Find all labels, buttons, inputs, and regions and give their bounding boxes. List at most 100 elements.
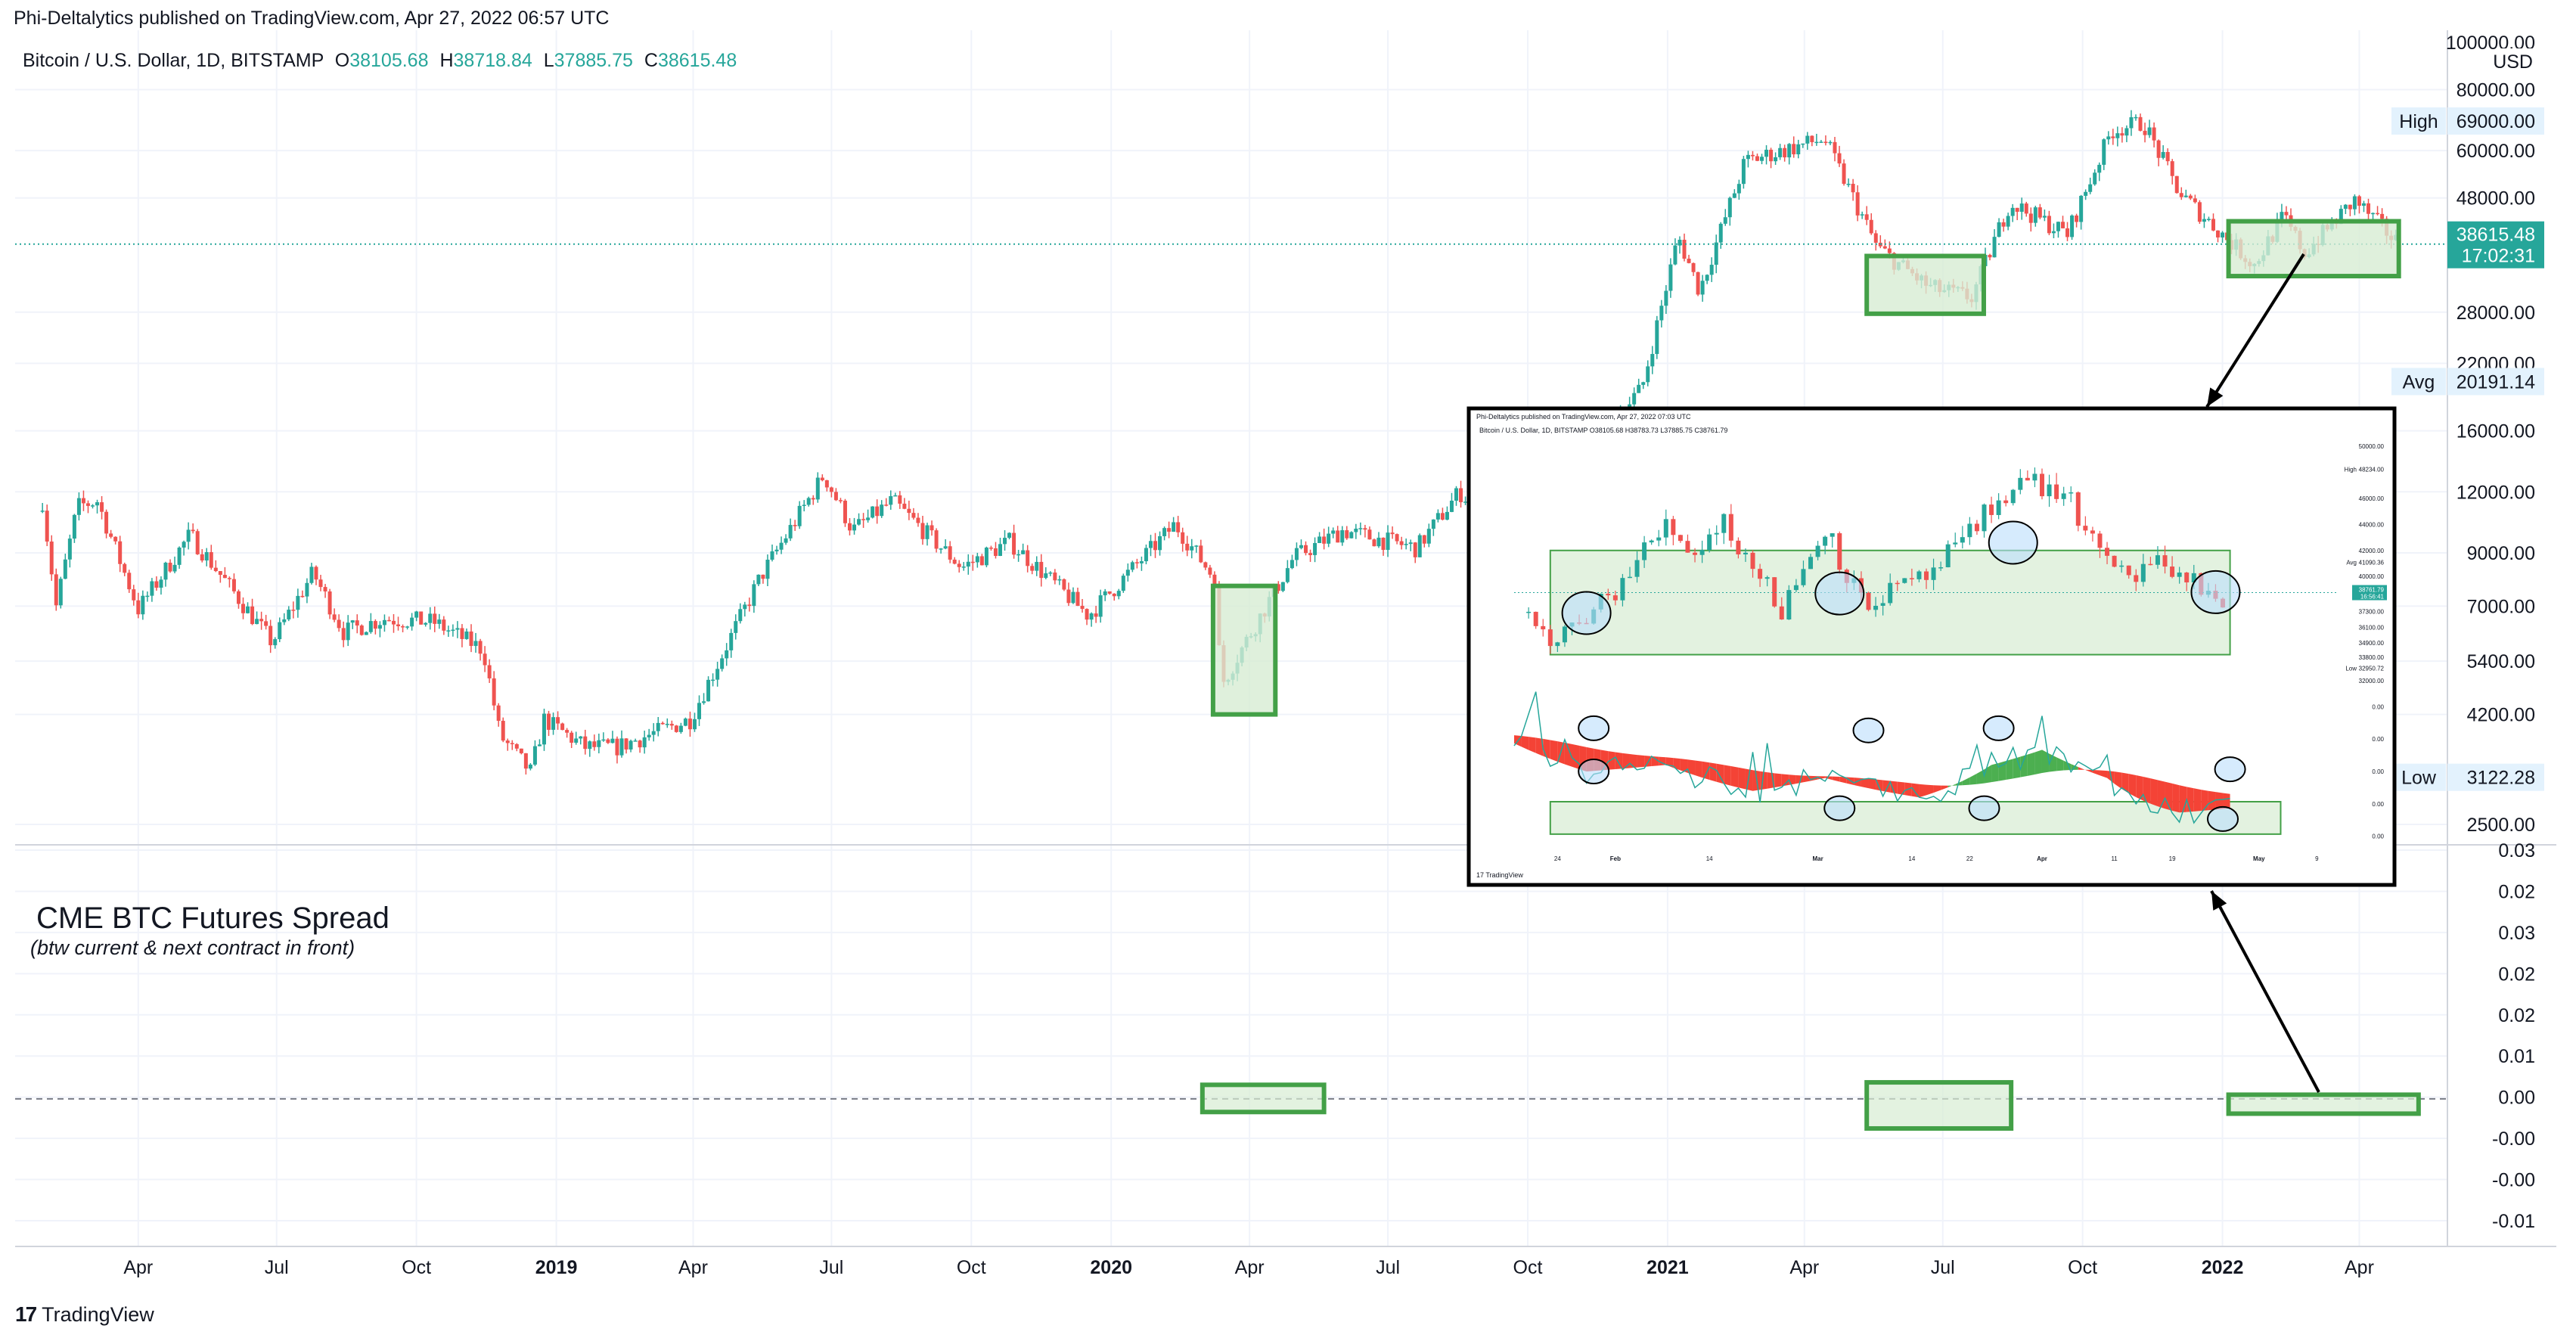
spread-band-segment — [827, 1010, 830, 1013]
spread-band-segment — [73, 1076, 76, 1078]
candle-body — [1655, 321, 1659, 355]
candle-body — [807, 498, 811, 504]
candle-body — [287, 610, 290, 619]
inset-candle-body — [1664, 519, 1668, 537]
spread-band-segment — [1639, 1016, 1642, 1017]
time-axis-tick-label: 2020 — [1090, 1257, 1132, 1278]
candle-body — [319, 579, 323, 587]
spread-band-segment — [1599, 1036, 1602, 1038]
candle-body — [1144, 548, 1148, 561]
inset-candle-body — [1620, 578, 1625, 601]
symbol-legend[interactable]: Bitcoin / U.S. Dollar, 1D, BITSTAMP O381… — [23, 50, 737, 72]
spread-band-segment — [2016, 1089, 2019, 1090]
tradingview-brand[interactable]: 17 TradingView — [15, 1302, 154, 1327]
spread-band-segment — [1420, 1063, 1423, 1064]
inset-candle-body — [2025, 478, 2030, 480]
spread-band-segment — [1848, 1038, 1851, 1043]
inset-highlight-circle — [1989, 521, 2038, 563]
time-axis-tick-label: Apr — [123, 1257, 153, 1278]
spread-band-segment — [1380, 1060, 1383, 1063]
candle-body — [834, 492, 838, 500]
candle-body — [1746, 155, 1750, 159]
spread-band-segment — [1791, 998, 1794, 999]
spread-band-segment — [1815, 1011, 1818, 1013]
inset-candle-body — [2105, 548, 2109, 556]
inset-spread-band-segment — [1724, 765, 1731, 785]
inset-candle-body — [2134, 575, 2138, 582]
inset-spread-band-segment — [2186, 787, 2194, 812]
inset-price-axis-tick-label: 42000.00 — [2359, 548, 2385, 554]
inset-spread-circle — [2215, 757, 2245, 781]
candle-body — [1185, 544, 1189, 551]
candle-body — [1053, 573, 1057, 580]
time-axis-tick-label: Apr — [1235, 1257, 1265, 1278]
candle-body — [666, 724, 669, 725]
spread-band-segment — [1830, 1018, 1833, 1020]
spread-band-segment — [1252, 1078, 1255, 1079]
inset-candle-body — [1910, 578, 1914, 579]
spread-band-segment — [1894, 1076, 1897, 1077]
spread-band-segment — [784, 1063, 787, 1066]
spread-band-segment — [1757, 1007, 1760, 1010]
spread-band-segment — [954, 1043, 957, 1046]
candle-body — [1400, 542, 1404, 545]
candle-body — [410, 618, 414, 627]
spread-band-segment — [1013, 1066, 1016, 1067]
candle-body — [871, 507, 874, 518]
candle-body — [1304, 545, 1308, 553]
candle-body — [1066, 590, 1070, 604]
spread-band-segment — [64, 1071, 67, 1072]
spread-axis-tick-label: 0.01 — [2498, 1046, 2535, 1067]
candle-body — [1162, 528, 1166, 536]
spread-band-segment — [1569, 1048, 1572, 1049]
candle-body — [761, 575, 765, 579]
spread-band-segment — [1335, 1028, 1338, 1031]
spread-band-segment — [1186, 1022, 1189, 1029]
candle-body — [41, 511, 45, 512]
inset-spread-band-segment — [2028, 753, 2035, 776]
inset-candle-body — [1693, 553, 1697, 555]
inset-candle-body — [2141, 564, 2146, 582]
spread-band-segment — [1149, 982, 1152, 985]
candle-body — [1683, 240, 1687, 259]
spread-band-segment — [894, 1032, 897, 1033]
spread-band-segment — [790, 1057, 793, 1060]
candle-body — [1641, 382, 1645, 385]
candle-body — [1805, 136, 1809, 144]
spread-band-segment — [1326, 1037, 1329, 1040]
candle-body — [515, 744, 519, 749]
price-highlight-box — [1213, 586, 1275, 715]
candle-body — [1108, 591, 1112, 594]
candle-body — [1988, 255, 1992, 257]
spread-band-segment — [2116, 1017, 2119, 1019]
spread-band-segment — [1429, 1057, 1432, 1059]
stat-marker-label: Avg — [2403, 371, 2435, 393]
spread-band-segment — [2028, 1087, 2031, 1088]
spread-band-segment — [1797, 1001, 1800, 1003]
candle-body — [967, 562, 970, 566]
spread-band-segment — [2213, 1082, 2216, 1083]
spread-band-segment — [1469, 1023, 1472, 1027]
candle-body — [342, 628, 346, 640]
candle-body — [2002, 222, 2006, 227]
candle-body — [1418, 535, 1422, 557]
candle-body — [1668, 265, 1672, 291]
spread-band-segment — [1633, 1020, 1636, 1021]
spread-band-segment — [945, 1032, 948, 1035]
candle-body — [2124, 128, 2128, 135]
spread-band-segment — [781, 1065, 784, 1067]
inset-spread-circle — [1854, 719, 1884, 743]
spread-band-segment — [1712, 1038, 1715, 1040]
candle-body — [1774, 157, 1777, 161]
candle-body — [1450, 501, 1454, 512]
inset-price-axis-tick-label: 32000.00 — [2359, 678, 2385, 684]
candle-body — [2202, 219, 2206, 222]
inset-spread-band-segment — [1615, 753, 1623, 769]
spread-band-segment — [1398, 1071, 1401, 1072]
candle-body — [2344, 205, 2348, 209]
spread-band-segment — [1535, 1051, 1538, 1052]
candle-body — [1021, 551, 1025, 554]
candle-body — [173, 565, 177, 572]
spread-axis-tick-label: 0.02 — [2498, 881, 2535, 902]
inset-highlight-circle — [1563, 591, 1611, 634]
